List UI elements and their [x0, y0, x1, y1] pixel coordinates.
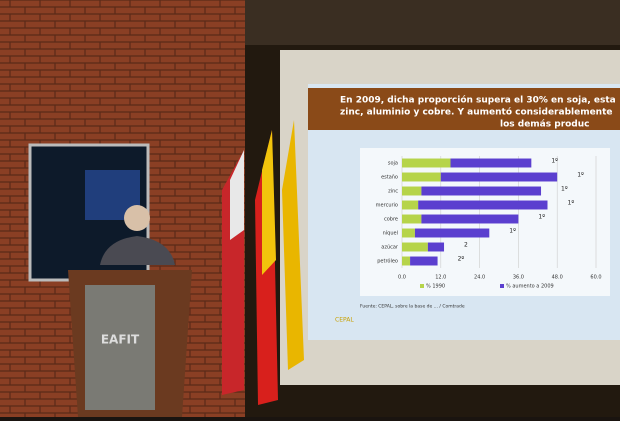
speaker-head	[124, 205, 150, 231]
scene: En 2009, dicha proporción supera el 30% …	[0, 0, 620, 417]
y-tick-label: petróleo	[377, 258, 398, 265]
slide-title: zinc, aluminio y cobre. Y aumentó consid…	[340, 107, 613, 118]
y-tick-label: cobre	[384, 217, 398, 223]
rank-label: 1º	[538, 214, 545, 221]
rank-label: 2º	[458, 256, 465, 263]
bar	[451, 159, 532, 168]
y-tick-label: mercurio	[376, 203, 398, 209]
podium-panel	[85, 285, 155, 410]
rank-label: 1º	[577, 172, 584, 179]
legend-swatch	[420, 284, 424, 288]
bar	[421, 187, 541, 196]
bar	[402, 257, 410, 266]
podium-label: EAFIT	[101, 333, 140, 347]
bar	[410, 257, 437, 266]
x-tick-label: 36.0	[513, 275, 524, 281]
bar	[415, 229, 489, 238]
ceiling	[180, 0, 620, 45]
x-tick-label: 60.0	[590, 275, 601, 281]
y-tick-label: soja	[388, 161, 398, 167]
bar	[428, 243, 444, 252]
bar	[402, 201, 418, 210]
bar	[402, 215, 421, 224]
y-tick-label: estaño	[381, 175, 398, 181]
bar	[441, 173, 557, 182]
rank-label: 1º	[568, 200, 575, 207]
rank-label: 1º	[509, 228, 516, 235]
slide-title: En 2009, dicha proporción supera el 30% …	[340, 95, 616, 106]
legend-swatch	[500, 284, 504, 288]
bar	[421, 215, 518, 224]
logo: CEPAL	[335, 317, 354, 324]
x-tick-label: 24.0	[474, 275, 485, 281]
rank-label: 1º	[561, 186, 568, 193]
slide-title: los demás produc	[500, 120, 590, 130]
bar	[402, 229, 415, 238]
bar	[402, 173, 441, 182]
rank-label: 1º	[551, 158, 558, 165]
bar	[402, 243, 428, 252]
x-tick-label: 12.0	[435, 275, 446, 281]
bar	[402, 159, 451, 168]
source: Fuente: CEPAL, sobre la base de ... / Co…	[360, 304, 465, 310]
legend-label: % 1990	[426, 284, 445, 290]
x-tick-label: 48.0	[552, 275, 563, 281]
rank-label: 2	[464, 242, 468, 249]
x-tick-label: 0.0	[398, 275, 406, 281]
bar	[402, 187, 421, 196]
y-tick-label: azúcar	[381, 244, 399, 251]
legend-label: % aumento a 2009	[506, 284, 554, 290]
bar	[418, 201, 547, 210]
y-tick-label: níquel	[383, 230, 398, 237]
y-tick-label: zinc	[388, 189, 398, 195]
